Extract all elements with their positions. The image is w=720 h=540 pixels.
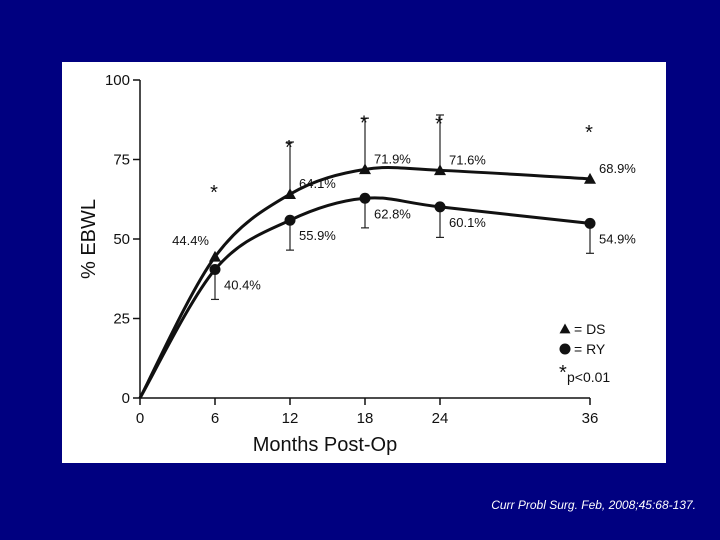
marker-ds: [359, 163, 371, 175]
y-axis-title: % EBWL: [78, 199, 100, 279]
significance-star: *: [210, 182, 218, 204]
significance-star: *: [585, 122, 593, 144]
legend-ry-marker: [559, 343, 571, 355]
x-tick-label: 24: [432, 410, 449, 427]
x-tick-label: 12: [282, 410, 299, 427]
marker-ds: [209, 250, 221, 262]
marker-ds: [584, 172, 596, 184]
markers: [209, 163, 596, 276]
y-tick-label: 25: [113, 311, 130, 328]
legend-note-label: p<0.01: [567, 369, 610, 385]
x-tick-label: 36: [582, 410, 599, 427]
data-label-ry: 62.8%: [374, 206, 411, 221]
curve-ry: [138, 196, 591, 399]
x-tick-label: 0: [136, 410, 144, 427]
marker-ry: [584, 217, 596, 229]
y-tick-label: 100: [105, 72, 130, 89]
y-tick-label: 50: [113, 231, 130, 248]
marker-ry: [209, 264, 221, 276]
x-tick-label: 6: [211, 410, 219, 427]
citation: Curr Probl Surg. Feb, 2008;45:68-137.: [491, 498, 696, 512]
data-label-ds: 44.4%: [172, 233, 209, 248]
marker-ry: [284, 214, 296, 226]
data-label-ds: 68.9%: [599, 161, 636, 176]
data-label-ds: 71.9%: [374, 151, 411, 166]
x-tick-label: 18: [357, 410, 374, 427]
legend-ds-label: = DS: [574, 321, 606, 337]
significance-star: *: [435, 113, 443, 135]
y-tick-label: 75: [113, 152, 130, 169]
legend-ry-label: = RY: [574, 341, 606, 357]
data-label-ry: 54.9%: [599, 231, 636, 246]
axes: 0 25 50 75 100 0 6 12 18 24 36 Months Post-Op % EBWL: [78, 72, 598, 456]
legend: = DS = RY * p<0.01: [559, 321, 610, 385]
data-label-ry: 55.9%: [299, 228, 336, 243]
data-label-ds: 71.6%: [449, 152, 486, 167]
marker-ds: [284, 188, 296, 199]
legend-note-star: *: [559, 362, 567, 384]
curves: [138, 165, 591, 399]
data-labels: 44.4% 64.1% 71.9% 71.6% 68.9% 40.4% 55.9% 62.8%…: [172, 112, 636, 292]
y-tick-label: 0: [122, 390, 130, 407]
marker-ry: [434, 201, 446, 213]
marker-ds: [434, 164, 446, 176]
x-axis-title: Months Post-Op: [253, 434, 398, 456]
legend-ds-marker: [559, 323, 571, 334]
data-label-ry: 60.1%: [449, 215, 486, 230]
significance-star: *: [360, 112, 368, 134]
chart-panel: 0 25 50 75 100 0 6 12 18 24 36 Months Post-Op % EBWL…: [62, 62, 666, 463]
chart-svg: 0 25 50 75 100 0 6 12 18 24 36 Months Post-Op % EBWL…: [78, 72, 636, 456]
curve-ds: [138, 165, 591, 399]
data-label-ry: 40.4%: [224, 278, 261, 293]
marker-ry: [359, 192, 371, 204]
data-label-ds: 64.1%: [299, 176, 336, 191]
significance-star: *: [285, 137, 293, 159]
